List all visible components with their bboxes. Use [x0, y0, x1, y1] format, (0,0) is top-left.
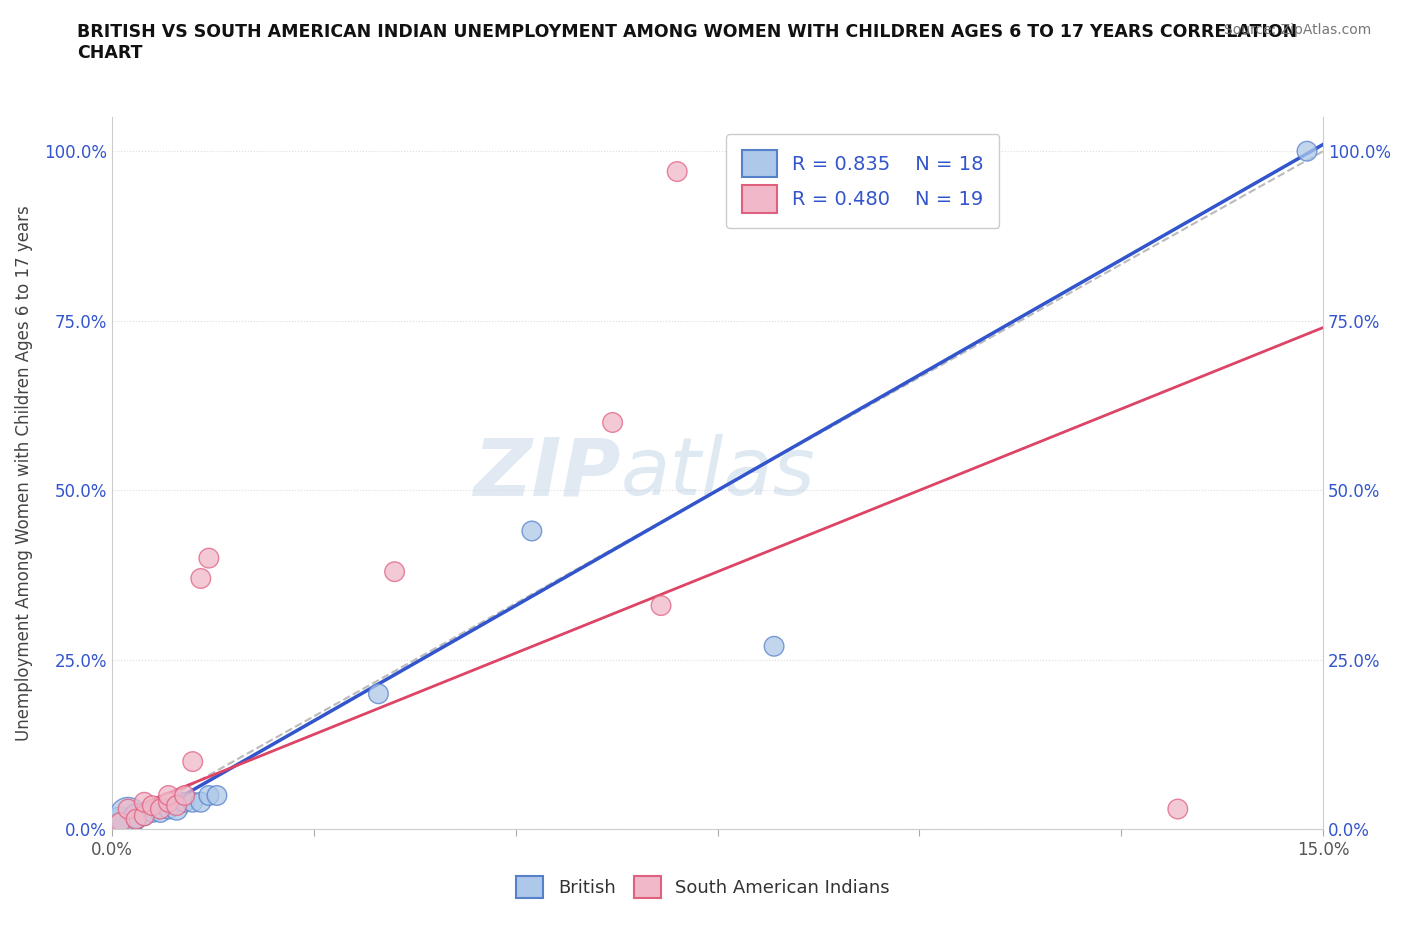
Text: BRITISH VS SOUTH AMERICAN INDIAN UNEMPLOYMENT AMONG WOMEN WITH CHILDREN AGES 6 T: BRITISH VS SOUTH AMERICAN INDIAN UNEMPLO… [77, 23, 1298, 62]
Point [117, 802, 139, 817]
Point [190, 795, 212, 810]
Point [190, 571, 212, 586]
Text: atlas: atlas [620, 434, 815, 512]
Point [157, 795, 180, 810]
Legend: R = 0.835    N = 18, R = 0.480    N = 19: R = 0.835 N = 18, R = 0.480 N = 19 [727, 134, 1000, 228]
Point [125, 812, 148, 827]
Point [149, 805, 172, 820]
Point [602, 415, 624, 430]
Text: ZIP: ZIP [474, 434, 620, 512]
Point [117, 808, 139, 823]
Point [141, 798, 163, 813]
Point [666, 164, 689, 179]
Point [134, 795, 156, 810]
Point [367, 686, 389, 701]
Point [384, 565, 406, 579]
Point [763, 639, 786, 654]
Point [166, 802, 188, 817]
Point [1296, 144, 1319, 159]
Point [149, 802, 172, 817]
Point [1167, 802, 1189, 817]
Point [520, 524, 543, 538]
Legend: British, South American Indians: British, South American Indians [508, 867, 898, 907]
Point [125, 808, 148, 823]
Point [650, 598, 672, 613]
Point [108, 816, 131, 830]
Text: Source: ZipAtlas.com: Source: ZipAtlas.com [1223, 23, 1371, 37]
Point [198, 788, 221, 803]
Point [157, 788, 180, 803]
Point [181, 795, 204, 810]
Point [166, 798, 188, 813]
Point [173, 788, 195, 803]
Point [141, 805, 163, 820]
Point [157, 802, 180, 817]
Point [198, 551, 221, 565]
Point [134, 808, 156, 823]
Y-axis label: Unemployment Among Women with Children Ages 6 to 17 years: Unemployment Among Women with Children A… [15, 206, 32, 741]
Point [125, 812, 148, 827]
Point [205, 788, 228, 803]
Point [181, 754, 204, 769]
Point [108, 816, 131, 830]
Point [134, 808, 156, 823]
Point [173, 795, 195, 810]
